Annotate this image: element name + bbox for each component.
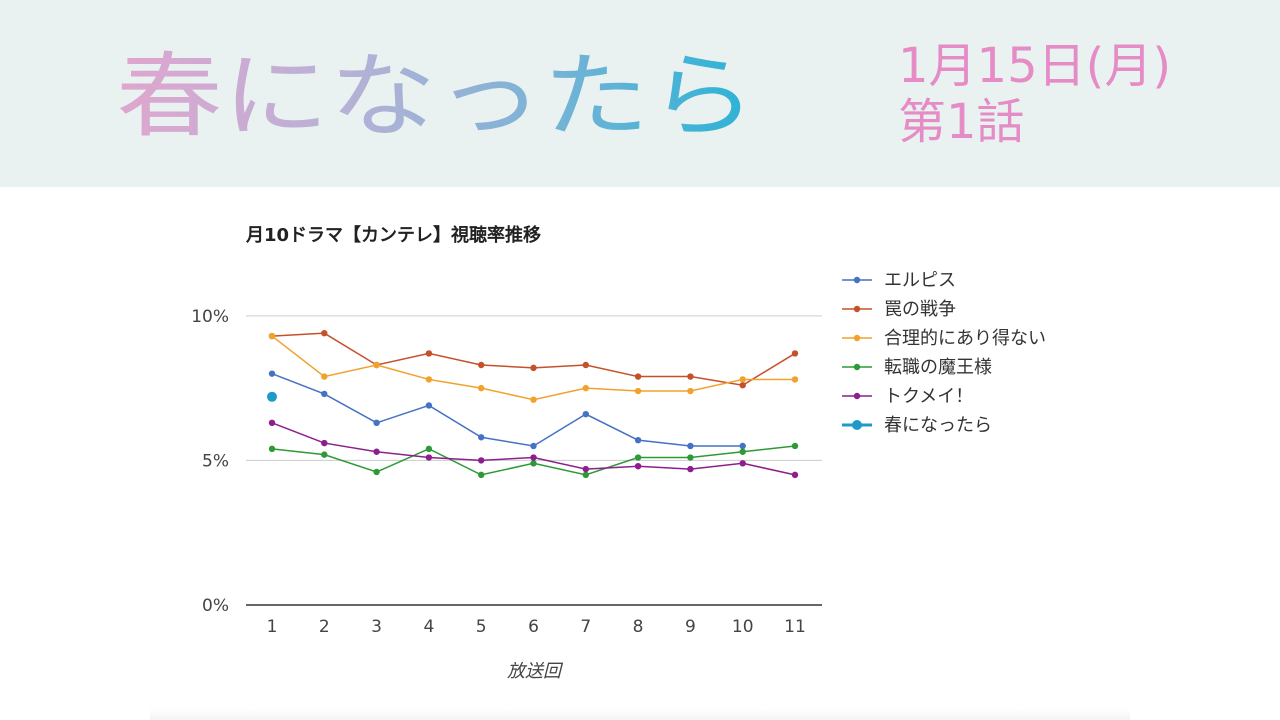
- data-point: [321, 451, 328, 458]
- data-point: [687, 387, 694, 395]
- data-point: [582, 361, 589, 369]
- ratings-chart: 月10ドラマ【カンテレ】視聴率推移 0% 5% 10% 1 2 3 4 5 6 7 8 9 10 11 放送回…: [150, 188, 1130, 720]
- data-point: [582, 410, 589, 418]
- data-point: [530, 460, 537, 467]
- y-tick-label: 5%: [202, 451, 229, 471]
- data-point: [425, 376, 433, 383]
- data-point: [687, 373, 694, 380]
- x-axis-label: 放送回: [507, 661, 564, 682]
- data-point: [739, 442, 746, 450]
- data-point: [530, 396, 537, 403]
- data-point: [687, 454, 694, 461]
- x-tick-label: 2: [319, 617, 330, 637]
- data-point: [634, 454, 642, 461]
- data-point: [321, 439, 328, 447]
- data-point: [582, 384, 589, 392]
- legend-label: トクメイ！: [884, 386, 973, 407]
- legend-label: エルピス: [884, 270, 956, 291]
- data-point: [687, 465, 694, 473]
- legend-swatch-marker: [852, 420, 862, 430]
- show-title: 春になったら: [116, 43, 756, 150]
- data-point: [373, 448, 380, 455]
- legend-swatch-marker: [853, 334, 861, 342]
- x-tick-label: 9: [685, 617, 696, 637]
- data-point: [268, 332, 276, 340]
- data-point: [582, 465, 589, 473]
- data-point: [321, 329, 328, 337]
- legend-swatch-marker: [853, 276, 861, 284]
- data-point: [739, 376, 746, 383]
- legend-swatch-marker: [853, 363, 861, 371]
- data-point: [425, 402, 433, 409]
- legend-swatch-marker: [853, 305, 861, 313]
- legend-label: 合理的にあり得ない: [884, 328, 1046, 349]
- data-point: [478, 361, 485, 369]
- data-point: [634, 373, 642, 380]
- data-point: [373, 361, 380, 369]
- x-tick-label: 11: [784, 617, 806, 637]
- x-tick-label: 6: [528, 617, 539, 637]
- data-point: [739, 448, 746, 455]
- data-point: [634, 436, 642, 444]
- bottom-shade: [150, 708, 1130, 720]
- data-point: [425, 454, 433, 461]
- series-line: [271, 332, 796, 387]
- x-tick-label: 8: [633, 617, 644, 637]
- legend-label: 罠の戦争: [884, 299, 956, 320]
- data-point: [478, 471, 485, 479]
- header-banner: 春になったら 1月15日(月) 第1話: [0, 0, 1280, 187]
- data-point: [425, 350, 433, 357]
- data-point: [321, 390, 328, 398]
- data-point: [425, 445, 433, 453]
- x-tick-label: 1: [267, 617, 278, 637]
- legend-swatch-marker: [853, 392, 861, 400]
- legend-label: 転職の魔王様: [884, 357, 992, 378]
- x-tick-label: 3: [371, 617, 382, 637]
- y-tick-label: 0%: [202, 596, 229, 616]
- data-point: [791, 350, 799, 357]
- data-point: [321, 373, 328, 380]
- series-line: [271, 372, 743, 447]
- data-point: [267, 391, 277, 402]
- data-point: [687, 442, 694, 450]
- x-tick-label: 10: [732, 617, 754, 637]
- legend-label: 春になったら: [884, 415, 992, 436]
- data-point: [373, 468, 380, 476]
- data-point: [478, 457, 485, 464]
- data-point: [268, 370, 276, 377]
- line-chart: 月10ドラマ【カンテレ】視聴率推移 0% 5% 10% 1 2 3 4 5 6 7 8 9 10 11 放送回…: [191, 224, 1046, 682]
- data-point: [373, 419, 380, 427]
- data-point: [634, 387, 642, 395]
- data-point: [530, 364, 537, 372]
- y-tick-label: 10%: [191, 307, 229, 327]
- data-point: [791, 471, 799, 479]
- data-point: [478, 434, 485, 441]
- x-tick-label: 4: [423, 617, 434, 637]
- data-point: [582, 471, 589, 479]
- data-point: [791, 442, 799, 450]
- data-point: [530, 442, 537, 450]
- x-tick-label: 5: [476, 617, 487, 637]
- data-point: [739, 460, 746, 467]
- episode-number: 第1話: [898, 94, 1025, 150]
- data-point: [268, 419, 276, 427]
- show-title-text: 春になったら: [116, 43, 756, 150]
- data-point: [739, 382, 746, 389]
- data-point: [478, 384, 485, 392]
- data-point: [791, 376, 799, 383]
- data-point: [268, 445, 276, 453]
- chart-title: 月10ドラマ【カンテレ】視聴率推移: [245, 224, 541, 246]
- episode-date: 1月15日(月): [898, 38, 1172, 94]
- data-point: [634, 463, 642, 470]
- x-tick-label: 7: [580, 617, 591, 637]
- data-point: [530, 454, 537, 461]
